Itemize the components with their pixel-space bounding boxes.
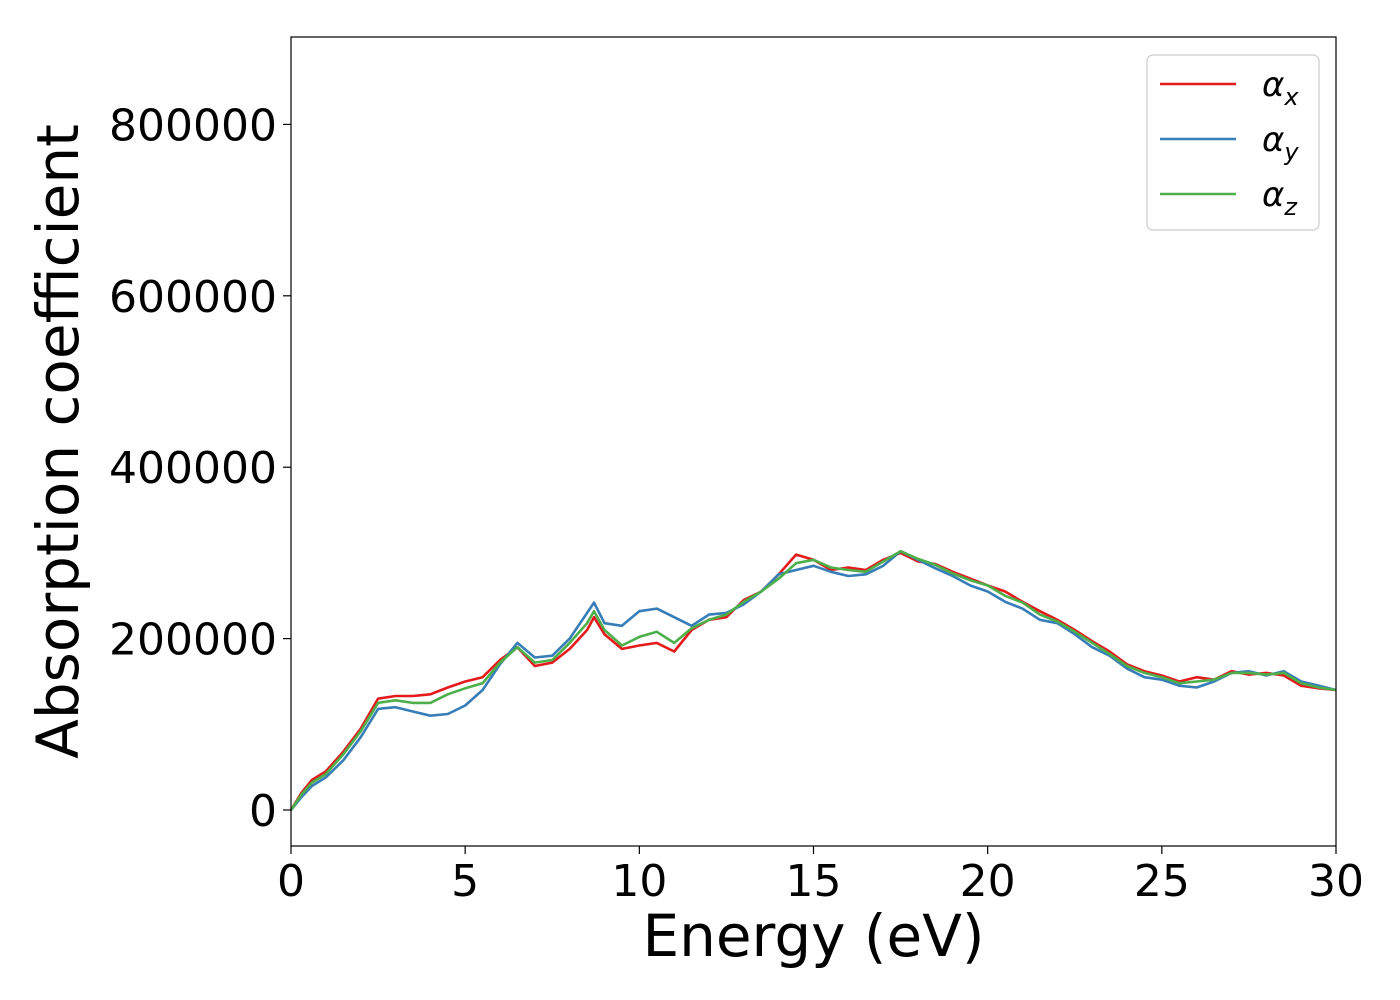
series-line-y bbox=[289, 549, 1337, 811]
x-tick-label: 15 bbox=[786, 856, 842, 907]
x-tick-label: 25 bbox=[1134, 856, 1190, 907]
y-tick-label: 800000 bbox=[109, 100, 277, 151]
series-line-x bbox=[289, 551, 1337, 811]
legend-box bbox=[1146, 54, 1320, 231]
x-axis-ticks: 0 5 10 15 20 25 30 bbox=[277, 846, 1364, 907]
y-tick-label: 600000 bbox=[109, 272, 277, 323]
legend-label-x: αx bbox=[1262, 65, 1299, 111]
y-tick-label: 400000 bbox=[109, 443, 277, 494]
legend: αx αy αz bbox=[1146, 54, 1320, 231]
legend-label-z: αz bbox=[1262, 175, 1298, 221]
x-tick-label: 20 bbox=[960, 856, 1016, 907]
x-axis-title: Energy (eV) bbox=[642, 902, 984, 970]
x-tick-label: 30 bbox=[1308, 856, 1364, 907]
y-tick-label: 200000 bbox=[109, 615, 277, 666]
x-tick-label: 5 bbox=[451, 856, 479, 907]
y-axis-title: Absorption coefficient bbox=[24, 124, 92, 759]
x-tick-label: 0 bbox=[277, 856, 305, 907]
legend-label-y: αy bbox=[1262, 120, 1299, 166]
y-axis-ticks: 0 200000 400000 600000 800000 bbox=[109, 100, 291, 837]
x-tick-label: 10 bbox=[611, 856, 667, 907]
series-layer bbox=[289, 549, 1337, 811]
y-tick-label: 0 bbox=[249, 786, 277, 837]
series-line-z bbox=[289, 549, 1337, 811]
